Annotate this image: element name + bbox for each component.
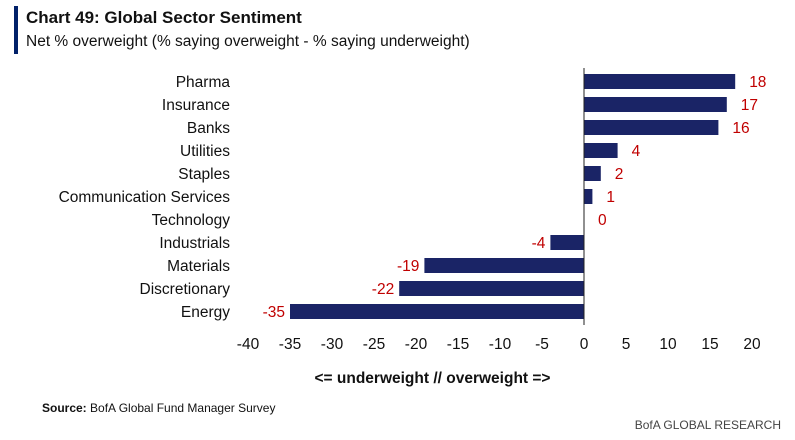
x-tick-label: -10 (489, 336, 512, 353)
x-tick-label: -35 (279, 336, 301, 353)
source-note: Source: BofA Global Fund Manager Survey (42, 401, 275, 415)
x-axis-caption: <= underweight // overweight => (314, 370, 551, 387)
x-tick-label: 0 (580, 336, 589, 353)
x-tick-label: 20 (743, 336, 761, 353)
chart-subtitle: Net % overweight (% saying overweight - … (26, 33, 470, 50)
chart-title: Chart 49: Global Sector Sentiment (26, 8, 302, 27)
source-label: Source: (42, 401, 87, 415)
bar (424, 258, 584, 273)
x-axis: -40 -35 -30 -25 -20 -15 -10 -5 0 5 10 15 20 (237, 68, 761, 353)
category-label: Banks (187, 120, 230, 137)
category-label: Industrials (159, 235, 230, 252)
data-label: 2 (615, 166, 624, 183)
bar (290, 304, 584, 319)
category-label: Insurance (162, 97, 230, 114)
category-label: Discretionary (140, 281, 231, 298)
bar (584, 120, 719, 135)
x-tick-label: -20 (405, 336, 428, 353)
data-label: 0 (598, 212, 607, 229)
data-label: -22 (372, 281, 394, 298)
data-label: 1 (606, 189, 615, 206)
bar (399, 281, 584, 296)
x-tick-label: -30 (321, 336, 344, 353)
data-label: 17 (741, 97, 758, 114)
x-tick-label: -25 (363, 336, 385, 353)
x-tick-label: 15 (701, 336, 718, 353)
x-tick-label: -15 (447, 336, 469, 353)
x-tick-label: -40 (237, 336, 260, 353)
title-accent-bar (14, 6, 18, 54)
category-label: Staples (178, 166, 230, 183)
x-tick-label: 5 (622, 336, 631, 353)
x-tick-label: 10 (659, 336, 677, 353)
bar (584, 74, 736, 89)
bar-group: Pharma 18 Insurance 17 Banks 16 Utilities 4 Stap… (59, 74, 766, 321)
category-label: Materials (167, 258, 230, 275)
bar (584, 143, 618, 158)
data-label: 18 (749, 74, 766, 91)
category-label: Energy (181, 304, 230, 321)
data-label: -35 (263, 304, 285, 321)
bar (584, 166, 601, 181)
x-tick-label: -5 (535, 336, 549, 353)
category-label: Technology (152, 212, 231, 229)
data-label: -4 (532, 235, 546, 252)
source-text: BofA Global Fund Manager Survey (86, 401, 276, 415)
bar (584, 189, 593, 204)
data-label: 16 (732, 120, 749, 137)
category-label: Pharma (176, 74, 231, 91)
category-label: Communication Services (59, 189, 231, 206)
category-label: Utilities (180, 143, 230, 160)
data-label: -19 (397, 258, 419, 275)
bar-chart: Pharma 18 Insurance 17 Banks 16 Utilities 4 Stap… (59, 68, 766, 353)
brand-footer: BofA GLOBAL RESEARCH (634, 418, 781, 432)
data-label: 4 (632, 143, 641, 160)
bar (584, 97, 727, 112)
bar (550, 235, 584, 250)
